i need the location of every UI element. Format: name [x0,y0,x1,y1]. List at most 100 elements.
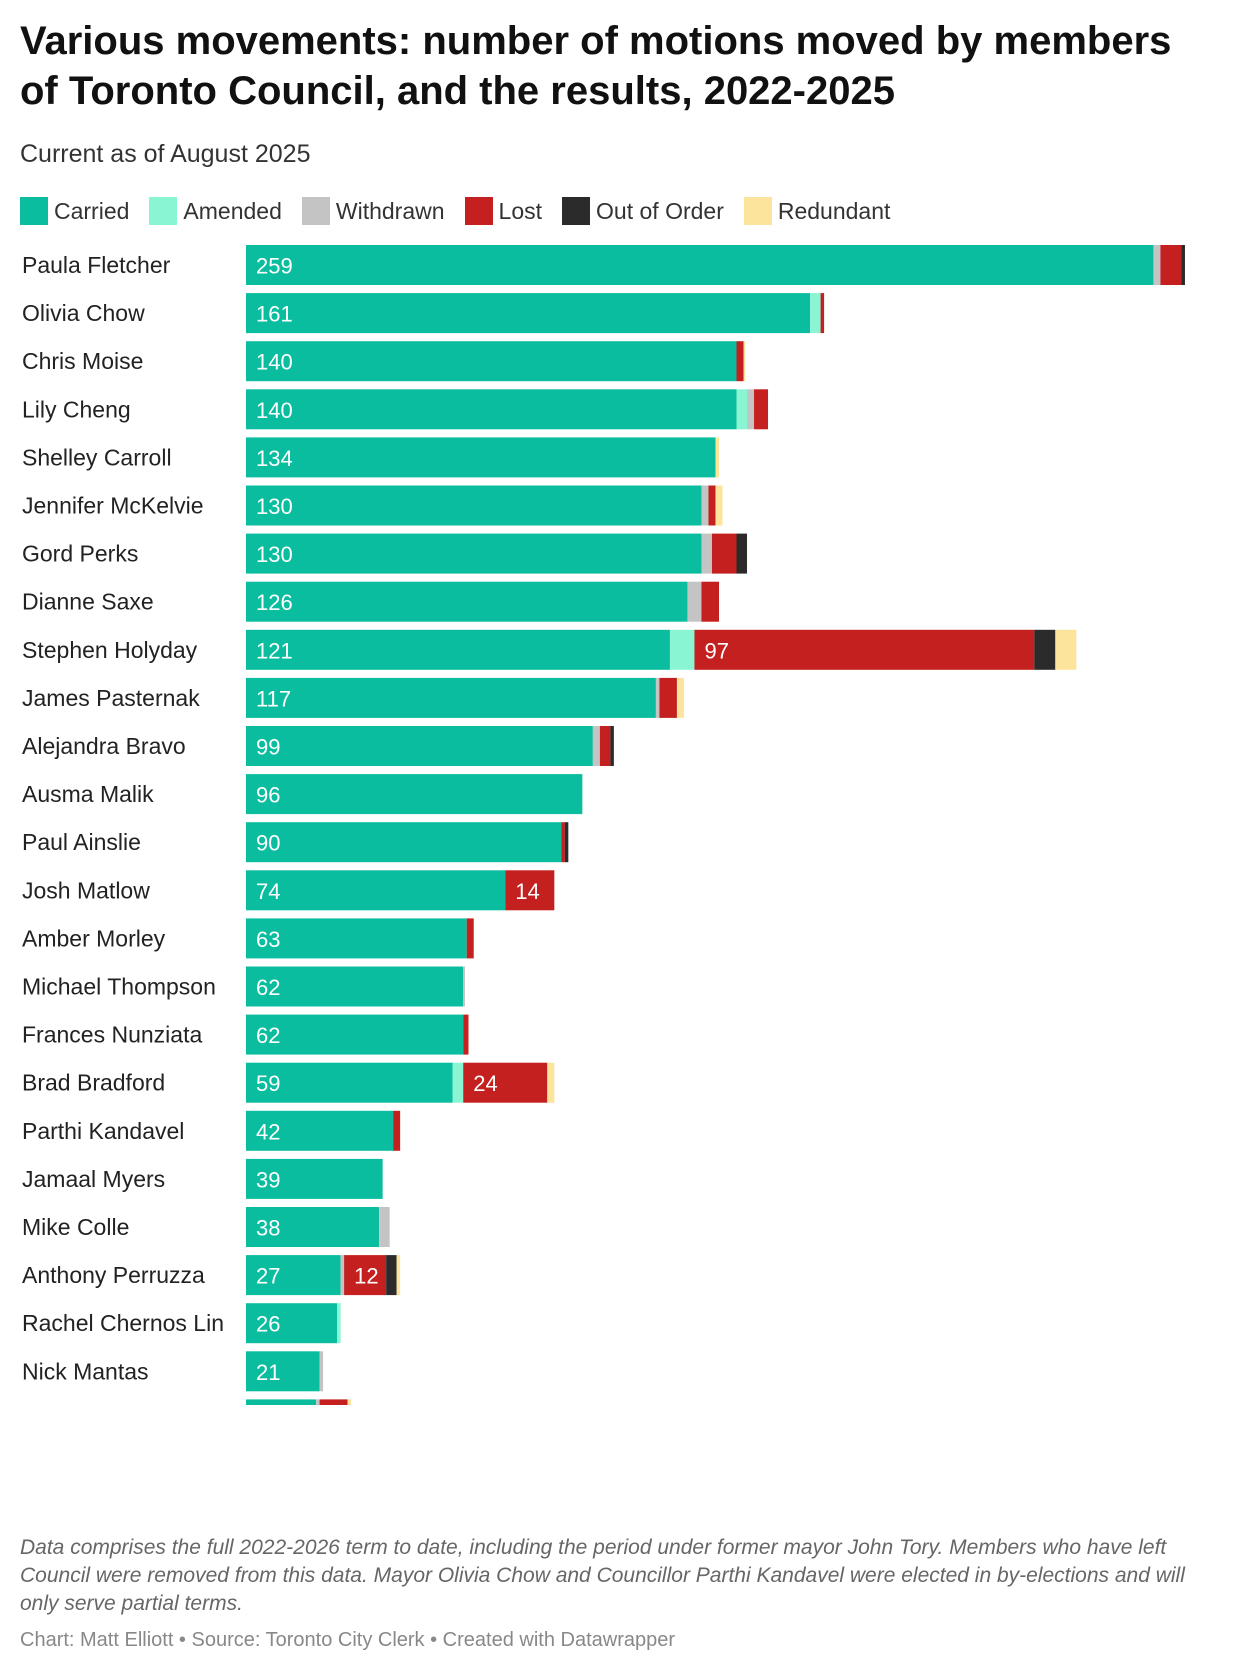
data-label: 161 [256,302,293,327]
bar-row: Josh Matlow 74 14 [22,870,555,911]
bar-segment-amended [452,1062,464,1103]
category-label: Stephen Holyday [22,637,198,663]
legend: Carried Amended Withdrawn Lost Out of Order R… [20,196,910,226]
bar-segment-withdrawn [319,1351,324,1392]
bar-row: Frances Nunziata 62 [22,1014,469,1055]
legend-item-out-of-order: Out of Order [562,197,724,225]
chart-subtitle: Current as of August 2025 [20,140,311,168]
bar-segment-redundant [715,485,723,526]
data-label: 62 [256,975,280,1000]
bar-segment-carried [246,1062,453,1103]
bar-row: Amber Morley 63 [22,918,474,959]
bar-segment-carried [246,437,716,478]
bar-segment-carried [246,1158,383,1199]
category-label: Mike Colle [22,1214,129,1240]
bar-segment-carried [246,581,688,622]
category-label: Parthi Kandavel [22,1118,184,1144]
bar-segment-carried [246,245,1154,285]
bar-segment-out-of-order [1034,629,1056,670]
legend-item-carried: Carried [20,197,129,225]
bar-row: Ausma Malik 96 [22,774,583,815]
bar-segment-lost [701,581,719,622]
category-label: Chris Moise [22,348,143,374]
bar-row: Lily Cheng 140 [22,389,769,430]
category-label: Alejandra Bravo [22,733,186,759]
bar-segment-lost [393,1110,401,1151]
bar-segment-lost [1160,245,1182,285]
bar-row: Brad Bradford 59 24 [22,1062,555,1103]
bar-segment-redundant [1055,629,1077,670]
category-label: Josh Matlow [22,877,150,903]
category-label: Frances Nunziata [22,1022,202,1048]
bar-segment-withdrawn [655,677,660,718]
data-label: 140 [256,350,293,375]
data-label: 130 [256,494,293,519]
legend-swatch [20,197,48,225]
bar-row: Anthony Perruzza 27 12 [22,1255,401,1296]
bar-segment-lost [754,389,769,430]
bar-row: Jamaal Myers 39 [22,1158,383,1199]
bar-row: Paula Fletcher 259 [22,245,1185,285]
category-label: Anthony Perruzza [22,1262,205,1288]
bar-segment-carried [246,629,670,670]
stacked-bar-chart: Paula Fletcher 259 Olivia Chow 161 Chris Moi… [22,245,1185,1405]
data-label: 99 [256,735,280,760]
category-label: Dianne Saxe [22,589,154,615]
bar-row: Olivia Chow 161 [22,293,825,334]
bar-segment-withdrawn [747,389,755,430]
bar-row: Jon Burnside20 [246,1399,352,1405]
data-label: 134 [256,446,293,471]
bar-segment-amended [736,389,748,430]
bar-segment-lost [463,1014,469,1055]
data-label: 24 [473,1071,497,1096]
category-label: Shelley Carroll [22,444,172,470]
bar-segment-lost [659,677,677,718]
data-label: 121 [256,638,293,663]
legend-label: Withdrawn [335,197,445,224]
bar-segment-lost [466,918,474,959]
legend-label: Carried [54,197,130,224]
data-label: 97 [704,638,728,663]
bar-row: Paul Ainslie 90 [22,822,569,863]
category-label: Olivia Chow [22,300,145,326]
bar-row: Dianne Saxe 126 [22,581,719,622]
category-label: Brad Bradford [22,1070,165,1096]
legend-item-redundant: Redundant [743,197,891,225]
bar-segment-out-of-order [736,533,748,574]
bar-row: Parthi Kandavel 42 [22,1110,401,1151]
bar-segment-carried [246,966,464,1007]
bar-segment-withdrawn [379,1207,390,1247]
legend-swatch [562,197,591,225]
legend-label: Redundant [777,197,891,224]
bar-segment-amended [337,1303,341,1344]
category-label: Nick Mantas [22,1358,149,1384]
bar-segment-redundant [743,341,746,382]
legend-item-lost: Lost [464,197,543,225]
bar-segment-out-of-order [564,822,569,863]
bar-segment-amended [810,293,821,334]
data-label: 14 [515,879,539,904]
category-label: Jennifer McKelvie [22,493,204,519]
bar-segment-carried [246,1351,320,1392]
chart-notes: Data comprises the full 2022-2026 term t… [20,1536,1185,1615]
bar-row: Stephen Holyday 121 97 [22,629,1077,670]
bar-row: Rachel Chernos Lin 26 [22,1303,341,1344]
data-label: 96 [256,783,280,808]
data-label: 90 [256,831,280,856]
bar-segment-carried [246,726,593,766]
bar-segment-carried [246,341,737,382]
bar-segment-withdrawn [701,533,712,574]
category-label: Amber Morley [22,925,166,951]
bar-segment-redundant [547,1062,555,1103]
data-label: 26 [256,1312,280,1337]
bar-segment-carried [246,293,811,334]
bar-segment-carried [246,822,562,863]
bar-segment-lost [463,1062,548,1103]
bar-segment-redundant [715,437,719,478]
category-label: Jamaal Myers [22,1166,165,1192]
bar-row: Michael Thompson 62 [22,966,465,1007]
data-label: 63 [256,927,280,952]
legend-label: Lost [498,197,543,224]
legend-item-amended: Amended [149,197,282,225]
data-label: 42 [256,1119,280,1144]
